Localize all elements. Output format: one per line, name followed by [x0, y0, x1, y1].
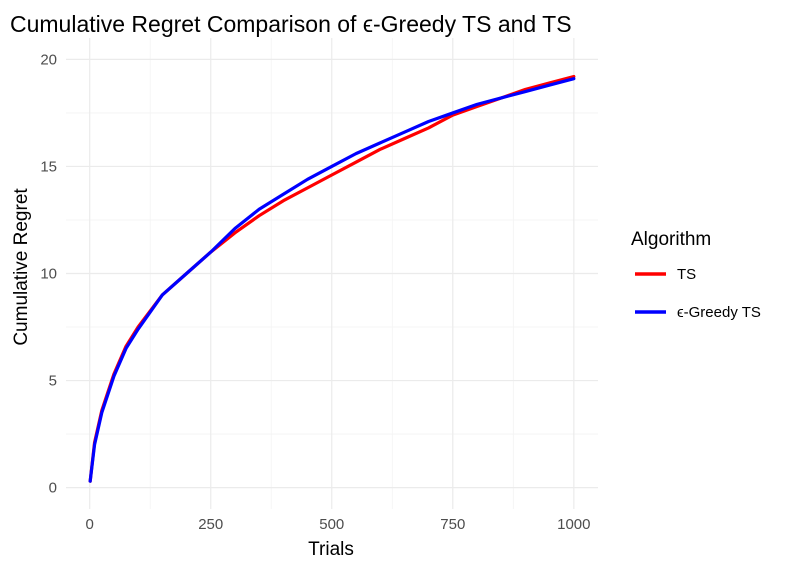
x-tick-label: 250 — [198, 516, 223, 533]
y-tick-label: 10 — [40, 266, 57, 283]
x-tick-label: 500 — [319, 516, 344, 533]
series-line-epsilon-greedy-ts — [88, 77, 576, 483]
chart-title: Cumulative Regret Comparison of ϵ-Greedy… — [10, 11, 572, 37]
y-tick-label: 15 — [40, 158, 57, 175]
plot-grid — [66, 38, 598, 509]
legend: Algorithm TS ϵ-Greedy TS — [631, 229, 761, 321]
x-tick-label: 1000 — [557, 516, 590, 533]
legend-title: Algorithm — [631, 229, 711, 250]
y-tick-label: 20 — [40, 51, 57, 68]
legend-label-epsilon-greedy-ts: ϵ-Greedy TS — [677, 304, 761, 321]
y-axis-title: Cumulative Regret — [11, 188, 32, 346]
y-tick-label: 5 — [49, 373, 57, 390]
x-tick-label: 750 — [440, 516, 465, 533]
x-axis-title: Trials — [308, 539, 354, 560]
x-axis-ticks: 0 250 500 750 1000 — [86, 516, 591, 533]
series-lines — [88, 74, 576, 483]
y-axis-ticks: 0 5 10 15 20 — [40, 51, 57, 496]
y-tick-label: 0 — [49, 480, 57, 497]
x-tick-label: 0 — [86, 516, 94, 533]
legend-label-ts: TS — [677, 266, 696, 283]
